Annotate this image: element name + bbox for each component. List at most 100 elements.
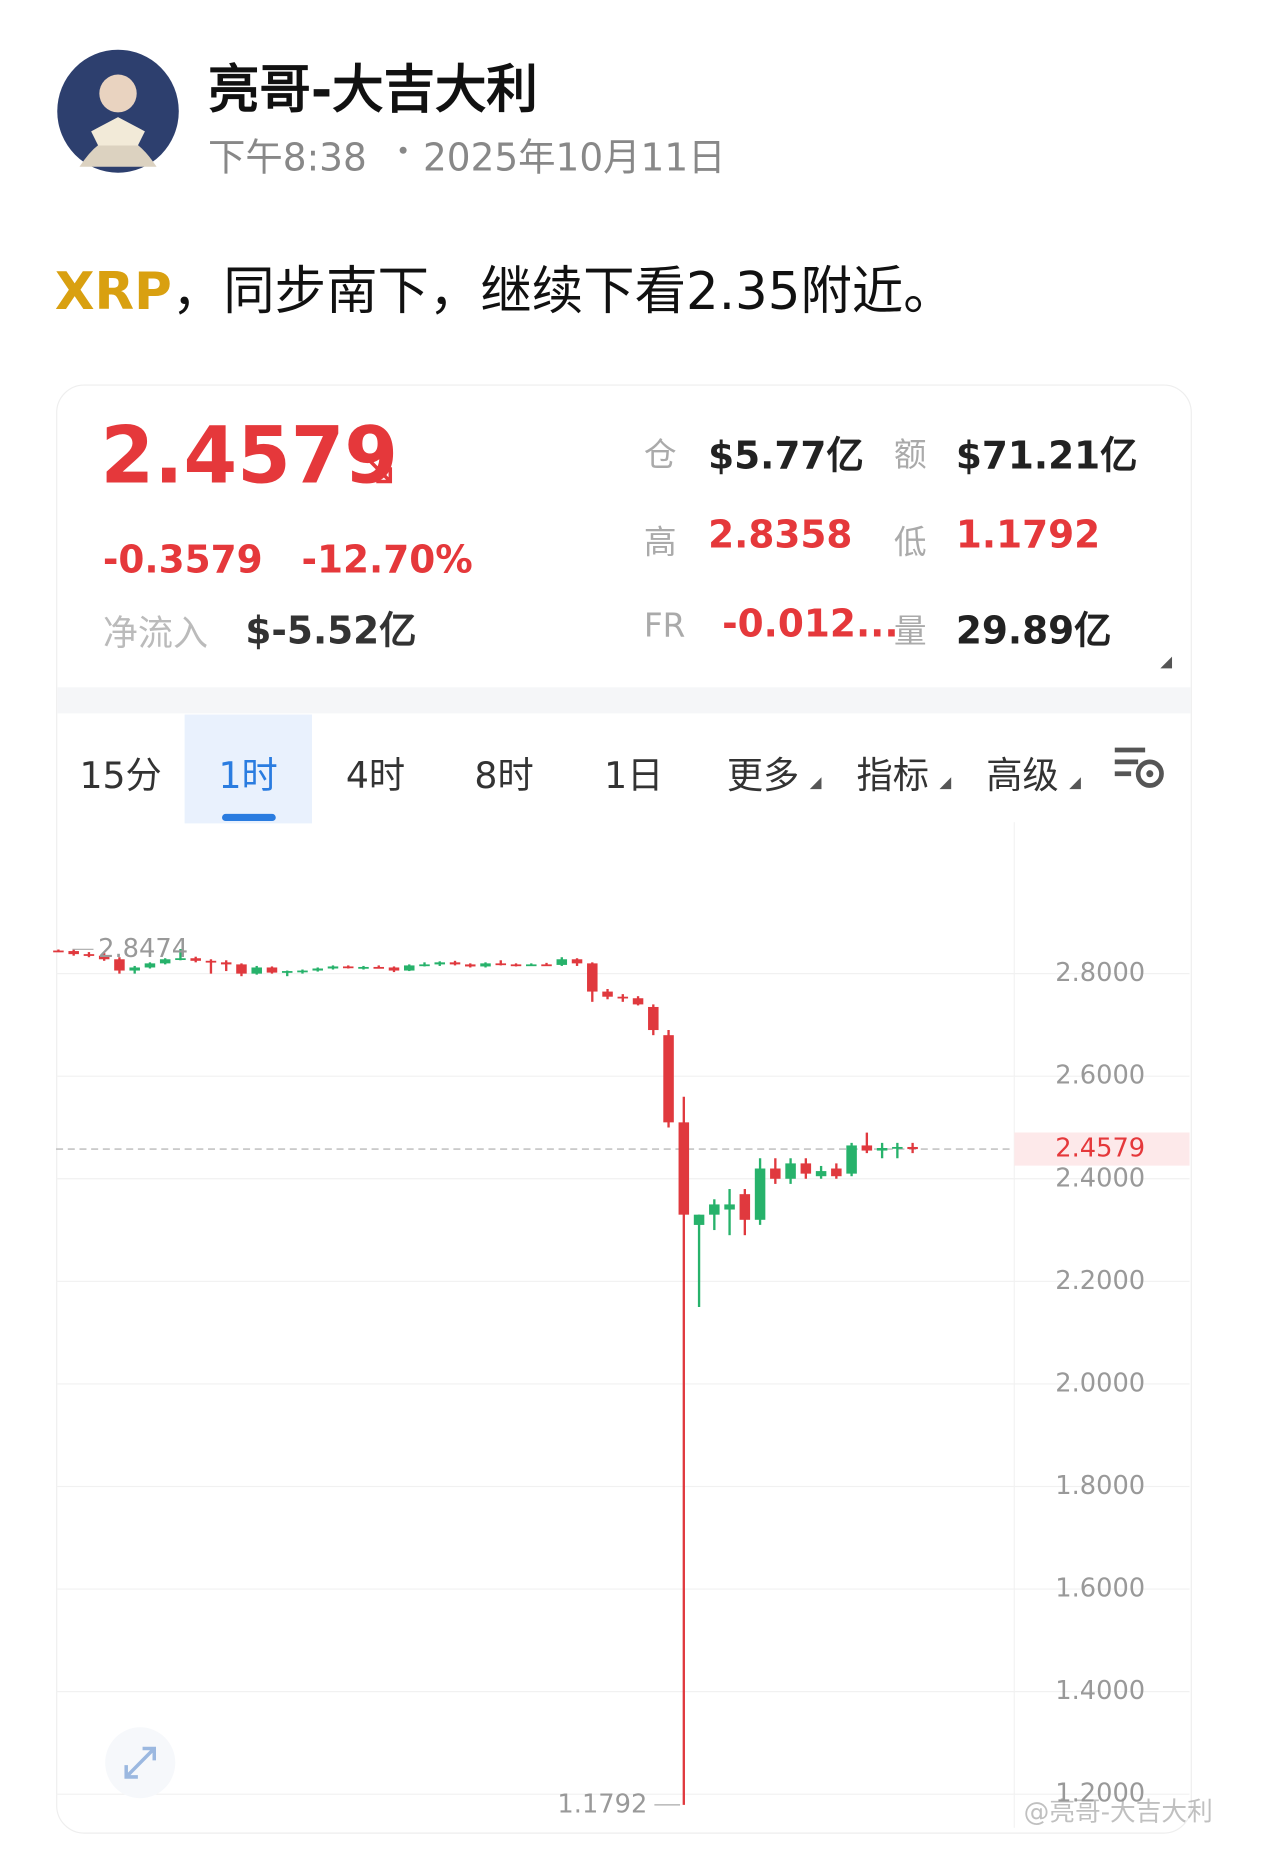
candle-body <box>541 964 552 967</box>
candle-body <box>495 963 507 966</box>
candle-body <box>556 959 568 965</box>
candle-body <box>220 962 232 965</box>
avatar[interactable] <box>56 49 180 174</box>
price-change-pct: -12.70% <box>301 537 473 583</box>
dropdown-caret <box>809 777 822 790</box>
candle-body <box>510 964 522 967</box>
y-tick-label: 1.2000 <box>1055 1779 1145 1809</box>
candle-body <box>159 959 171 964</box>
candle-body <box>129 967 140 971</box>
timeframe-tab[interactable]: 8时 <box>474 754 534 798</box>
candle-body <box>815 1171 827 1177</box>
candle-body <box>785 1163 796 1179</box>
stat-value: 2.8358 <box>708 512 853 558</box>
post-body: ，同步南下，继续下看2.35附近。 <box>171 261 955 322</box>
candle-body <box>587 963 598 992</box>
candle-body <box>709 1204 720 1215</box>
candle-body <box>312 968 323 971</box>
active-tab-indicator <box>222 813 276 822</box>
stat-label: 量 <box>893 611 927 651</box>
candle-body <box>419 964 430 967</box>
candle-body <box>434 962 446 965</box>
candle-body <box>876 1147 888 1151</box>
candle-body <box>388 967 400 971</box>
down-arrow <box>368 458 393 484</box>
candle-body <box>449 962 461 965</box>
stat-label: 低 <box>893 522 927 562</box>
stat-value: -0.012... <box>722 600 899 646</box>
candle-body <box>342 966 354 969</box>
candle-body <box>297 970 308 973</box>
candle-body <box>53 950 64 953</box>
dropdown-caret <box>939 777 952 790</box>
stat-value: 1.1792 <box>955 512 1101 558</box>
price: 2.4579 <box>100 410 399 502</box>
candle-body <box>281 971 293 973</box>
candle-body <box>251 967 262 974</box>
dropdown-caret <box>1069 777 1081 790</box>
timeframe-tab[interactable]: 1日 <box>604 754 664 798</box>
timeframe-tab[interactable]: 指标 <box>856 754 929 798</box>
candle-body <box>846 1145 857 1174</box>
y-tick-label: 2.0000 <box>1055 1368 1145 1398</box>
candle-body <box>831 1168 842 1177</box>
max-label: 2.8474 <box>98 934 188 964</box>
candle-body <box>144 963 156 968</box>
candle-body <box>602 991 613 997</box>
candle-body <box>465 964 476 967</box>
y-tick-label: 1.4000 <box>1055 1676 1145 1706</box>
post-date: 2025年10月11日 <box>423 134 726 180</box>
timeframe-tab[interactable]: 15分 <box>79 754 162 798</box>
price-tag-bg <box>1014 1132 1190 1166</box>
candle-body <box>98 955 110 960</box>
settings-icon[interactable] <box>1110 743 1168 795</box>
candle-body <box>907 1146 918 1150</box>
price-tag: 2.4579 <box>1055 1133 1145 1163</box>
timeframe-tab[interactable]: 1时 <box>218 754 278 798</box>
y-tick-label: 1.8000 <box>1055 1471 1145 1501</box>
expand-button[interactable] <box>103 1725 178 1801</box>
watermark: @亮哥-大吉大利 <box>1023 1798 1213 1828</box>
candle-body <box>617 996 629 999</box>
y-tick-label: 2.6000 <box>1055 1061 1145 1091</box>
expand-caret[interactable] <box>1159 655 1173 669</box>
timeframe-tab[interactable]: 高级 <box>986 754 1059 798</box>
candle-body <box>236 964 247 974</box>
y-tick-label: 1.6000 <box>1055 1573 1145 1603</box>
timeframe-tab[interactable]: 更多 <box>726 754 800 798</box>
divider <box>57 687 1191 714</box>
candle-body <box>205 960 217 963</box>
candle-body <box>190 958 201 961</box>
separator-dot <box>399 146 407 154</box>
stat-value: 29.89亿 <box>955 608 1112 654</box>
candle-body <box>754 1168 766 1220</box>
stat-value: $5.77亿 <box>708 432 864 478</box>
y-tick-label: 2.2000 <box>1055 1266 1145 1296</box>
candle-body <box>678 1122 690 1215</box>
candle-body <box>114 959 125 971</box>
y-tick-label: 2.4000 <box>1055 1163 1145 1193</box>
candle-body <box>892 1146 903 1149</box>
author-name[interactable]: 亮哥-大吉大利 <box>207 60 538 121</box>
net-inflow-label: 净流入 <box>102 612 208 655</box>
stat-label: 仓 <box>643 435 677 475</box>
candle-body <box>648 1006 659 1031</box>
post-text: XRP，同步南下，继续下看2.35附近。 <box>55 248 955 324</box>
timeframe-tab[interactable]: 4时 <box>345 754 406 798</box>
candle-body <box>861 1145 873 1151</box>
market-card <box>56 384 1192 1834</box>
candle-body <box>663 1035 674 1123</box>
active-tab-bg <box>184 714 312 824</box>
candle-body <box>770 1168 781 1179</box>
stat-label: FR <box>643 605 686 645</box>
candle-body <box>403 965 415 971</box>
stat-label: 额 <box>893 435 927 475</box>
candle-body <box>68 951 79 955</box>
candle-body <box>800 1163 812 1174</box>
candle-body <box>266 967 278 973</box>
post-time: 下午8:38 <box>207 134 367 180</box>
stat-label: 高 <box>643 522 677 562</box>
ticker[interactable]: XRP <box>54 261 172 322</box>
